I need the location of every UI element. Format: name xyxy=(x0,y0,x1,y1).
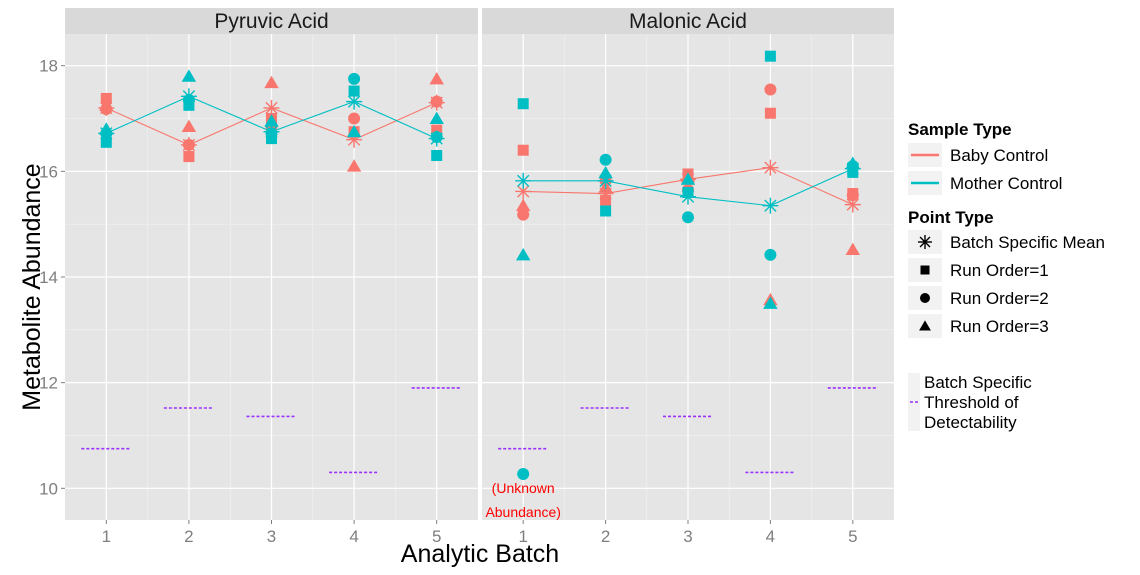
panel-title: Malonic Acid xyxy=(629,10,747,33)
x-tick-label: 2 xyxy=(184,527,193,546)
point-run-order-3 xyxy=(763,296,778,309)
x-tick-label: 5 xyxy=(848,527,857,546)
legend: Sample Type Baby Control Mother Control Poi… xyxy=(908,120,1105,432)
series-mother xyxy=(515,50,861,481)
threshold-lines xyxy=(498,387,878,474)
point-batch-mean xyxy=(428,94,445,111)
point-batch-mean xyxy=(762,197,779,214)
x-tick-label: 2 xyxy=(601,527,610,546)
point-batch-mean xyxy=(98,125,115,142)
threshold-lines xyxy=(81,387,462,474)
point-run-order-2 xyxy=(764,248,777,261)
x-tick-label: 4 xyxy=(349,527,358,546)
point-run-order-3 xyxy=(845,242,861,256)
grid-lines xyxy=(482,34,894,520)
point-run-order-3 xyxy=(264,75,279,89)
legend-key-circle xyxy=(920,293,930,303)
x-axis-title: Analytic Batch xyxy=(401,540,559,568)
x-tick-label: 3 xyxy=(683,527,692,546)
legend-title-point-type: Point Type xyxy=(908,208,994,227)
series-mother xyxy=(98,69,445,161)
legend-key-bg xyxy=(908,373,920,431)
point-run-order-2 xyxy=(517,208,530,221)
point-batch-mean xyxy=(844,196,861,213)
point-run-order-3 xyxy=(264,114,279,127)
point-run-order-1 xyxy=(517,98,529,110)
point-run-order-1 xyxy=(517,144,529,156)
legend-label: Mother Control xyxy=(950,174,1062,193)
legend-label: Baby Control xyxy=(950,146,1048,165)
y-tick-label: 18 xyxy=(39,57,58,76)
point-run-order-3 xyxy=(181,69,197,82)
x-tick-label: 1 xyxy=(518,527,527,546)
point-run-order-1 xyxy=(764,50,776,62)
point-run-order-2 xyxy=(764,83,777,96)
legend-label: Batch Specific xyxy=(924,373,1032,392)
point-run-order-3 xyxy=(346,124,362,138)
point-batch-mean xyxy=(844,160,861,177)
panel-title: Pyruvic Acid xyxy=(214,10,328,33)
point-run-order-2 xyxy=(517,468,530,481)
point-batch-mean xyxy=(515,172,532,189)
legend-label: Run Order=2 xyxy=(950,289,1049,308)
panel-2: Malonic Acid 1 2 3 4 5 xyxy=(482,8,894,546)
point-run-order-3 xyxy=(429,111,444,125)
point-run-order-2 xyxy=(846,189,859,202)
y-axis-title: Metabolite Abundance xyxy=(18,163,46,410)
legend-label: Detectability xyxy=(924,413,1017,432)
point-batch-mean xyxy=(597,172,614,189)
point-run-order-2 xyxy=(599,153,612,166)
legend-key-triangle xyxy=(919,320,931,331)
x-tick-label: 5 xyxy=(432,527,441,546)
point-batch-mean xyxy=(597,185,614,202)
x-tick-label: 4 xyxy=(766,527,775,546)
point-batch-mean xyxy=(98,99,115,116)
point-run-order-3 xyxy=(515,198,531,212)
unknown-abundance-annotation: (Unknown xyxy=(492,480,555,496)
point-run-order-1 xyxy=(348,85,360,97)
legend-title-sample-type: Sample Type xyxy=(908,120,1012,139)
x-tick-label: 1 xyxy=(102,527,111,546)
point-run-order-1 xyxy=(764,107,776,119)
point-run-order-3 xyxy=(515,247,531,261)
legend-label: Run Order=1 xyxy=(950,261,1049,280)
point-run-order-1 xyxy=(431,150,443,161)
legend-label: Run Order=3 xyxy=(950,317,1049,336)
y-tick-label: 10 xyxy=(39,479,58,498)
legend-key-square xyxy=(920,265,930,275)
point-batch-mean xyxy=(428,130,445,147)
legend-key-star xyxy=(918,235,932,249)
point-run-order-3 xyxy=(181,119,197,132)
panel-strip xyxy=(65,8,478,34)
y-tick-label: 16 xyxy=(39,162,58,181)
y-tick-label: 12 xyxy=(39,374,58,393)
point-batch-mean xyxy=(263,99,280,116)
point-batch-mean xyxy=(346,93,363,110)
point-run-order-1 xyxy=(600,205,612,217)
point-run-order-3 xyxy=(598,166,613,179)
point-batch-mean xyxy=(180,88,197,105)
y-tick-label: 14 xyxy=(39,268,58,287)
point-batch-mean xyxy=(762,159,779,176)
point-run-order-1 xyxy=(183,151,195,163)
point-batch-mean xyxy=(263,123,280,140)
point-batch-mean xyxy=(180,136,197,153)
point-run-order-2 xyxy=(348,72,361,85)
point-run-order-3 xyxy=(346,159,362,172)
unknown-abundance-annotation: Abundance) xyxy=(485,504,561,520)
panel-strip xyxy=(482,8,894,34)
point-run-order-2 xyxy=(348,112,361,125)
point-run-order-3 xyxy=(680,172,696,185)
point-run-order-1 xyxy=(100,136,112,148)
point-run-order-1 xyxy=(431,124,443,136)
point-run-order-2 xyxy=(682,211,694,224)
point-run-order-3 xyxy=(429,72,444,85)
point-batch-mean xyxy=(680,188,696,205)
x-tick-label: 3 xyxy=(267,527,276,546)
legend-label: Batch Specific Mean xyxy=(950,233,1105,252)
legend-label: Threshold of xyxy=(924,393,1019,412)
